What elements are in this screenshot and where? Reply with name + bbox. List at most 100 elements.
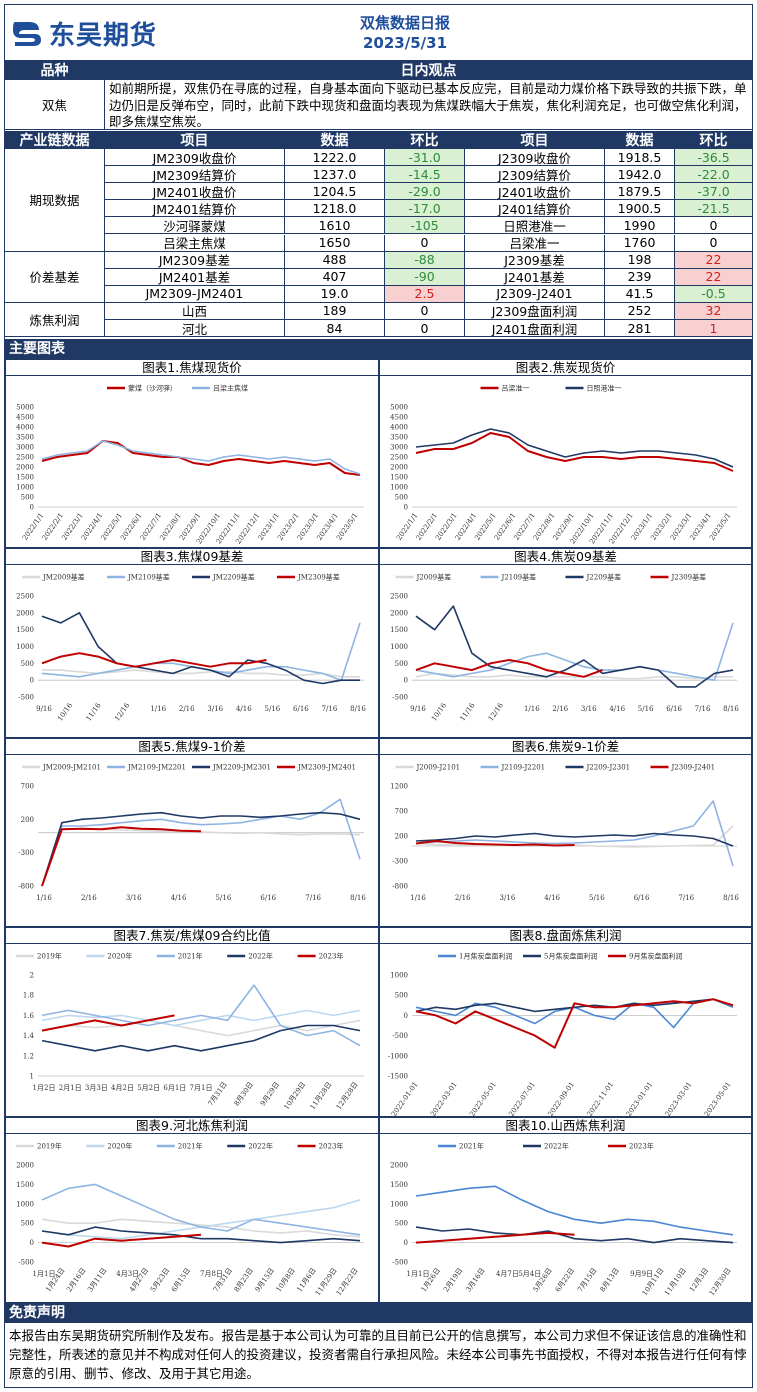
legend-label: J2209基差 <box>586 573 622 582</box>
x-tick-label: 11月28日 <box>309 1081 334 1112</box>
report-date: 2023/5/31 <box>362 34 448 52</box>
x-tick-label: 6/16 <box>260 894 276 902</box>
variety-name: 双焦 <box>5 80 105 130</box>
series-line <box>41 652 267 668</box>
table-row-change: -0.5 <box>675 285 752 303</box>
view-header: 日内观点 <box>105 60 752 80</box>
table-header-6: 环比 <box>675 131 752 149</box>
table-row-value: 19.0 <box>285 285 385 303</box>
y-tick-label: -1000 <box>388 1052 408 1060</box>
series-line <box>41 984 361 1047</box>
table-row-value: 488 <box>285 251 385 269</box>
x-tick-label: 9月9日 <box>630 1270 653 1278</box>
y-tick-label: 3000 <box>16 444 34 452</box>
charts-section-bar: 主要图表 <box>5 339 752 359</box>
table-row-value: 1942.0 <box>605 166 675 184</box>
table-row-value: 1218.0 <box>285 200 385 218</box>
x-tick-label: 2022-07-01 <box>507 1081 537 1116</box>
legend-label: JM2109基差 <box>127 573 170 582</box>
y-tick-label: 0 <box>404 504 408 512</box>
table-row-item: JM2309-JM2401 <box>105 285 285 303</box>
chart-title: 图表10.山西炼焦利润 <box>380 1118 751 1134</box>
report-frame: 东吴期货 双焦数据日报 2023/5/31 品种 日内观点 双焦 如前期所提，双… <box>4 4 753 1388</box>
series-line <box>42 669 360 678</box>
x-tick-label: 1月1日 <box>407 1270 430 1278</box>
table-row-item: J2309基差 <box>465 251 605 269</box>
table-row-change: -90 <box>385 268 465 286</box>
legend-label: 2021年 <box>178 952 203 961</box>
y-tick-label: 3500 <box>390 434 408 442</box>
x-tick-label: 9/16 <box>36 705 52 713</box>
x-tick-label: 6/16 <box>293 705 309 713</box>
x-tick-label: 2023-03-01 <box>664 1081 694 1116</box>
y-tick-label: 1000 <box>390 484 408 492</box>
table-row-value: 1990 <box>605 217 675 235</box>
legend-label: JM2309-JM2401 <box>297 764 356 772</box>
y-tick-label: 200 <box>21 816 34 824</box>
y-tick-label: -1500 <box>388 1073 408 1081</box>
x-tick-label: 4/16 <box>171 894 187 902</box>
table-group-0: 期现数据 <box>5 149 105 252</box>
x-tick-label: 6月22日 <box>554 1267 576 1294</box>
x-tick-label: 12月30日 <box>708 1267 733 1298</box>
legend-label: J2309-J2401 <box>671 764 716 772</box>
y-tick-label: 2000 <box>16 464 34 472</box>
series-line <box>415 800 734 867</box>
table-row-change: 0 <box>675 235 752 252</box>
chart-panel-1: 图表1.焦煤现货价 蒙煤（沙河驿） 吕梁主焦煤 0 500 1000 1500 2000 250… <box>5 359 379 548</box>
series-line <box>41 1199 361 1240</box>
legend-label: 2023年 <box>629 1142 654 1151</box>
chart-svg: 2019年 2020年 2021年 2022年 2023年 1 1.2 1.4 1.6 1.8 2 1… <box>16 952 364 1112</box>
x-tick-label: 4/16 <box>544 894 560 902</box>
series-line <box>41 1019 361 1037</box>
table-row-value: 281 <box>605 320 675 338</box>
series-line <box>41 1233 202 1248</box>
chart-panel-3: 图表3.焦煤09基差 JM2009基差 JM2109基差 JM2209基差 JM2309… <box>5 548 379 738</box>
legend-label: J2209-J2301 <box>586 764 631 772</box>
legend-label: 2019年 <box>37 1142 62 1151</box>
y-tick-label: 1000 <box>16 1200 34 1208</box>
table-row-item: J2401基差 <box>465 268 605 286</box>
table-row-item: J2309收盘价 <box>465 149 605 167</box>
table-row-item: 日照港准一 <box>465 217 605 235</box>
legend-label: J2109基差 <box>501 573 537 582</box>
y-tick-label: 500 <box>395 494 408 502</box>
x-tick-label: 6月15日 <box>170 1267 192 1294</box>
x-tick-label: 1/16 <box>410 894 426 902</box>
y-tick-label: 1500 <box>16 1181 34 1189</box>
series-line <box>415 1226 734 1244</box>
table-row-change: 0 <box>675 217 752 235</box>
table-header-3: 环比 <box>385 131 465 149</box>
chart-title: 图表5.焦煤9-1价差 <box>6 739 378 755</box>
chart-svg: JM2009基差 JM2109基差 JM2209基差 JM2309基差 -500 0 500… <box>16 573 366 723</box>
x-tick-label: 11/16 <box>458 701 476 723</box>
x-tick-label: 8月23日 <box>233 1267 255 1294</box>
table-row-item: J2401盘面利润 <box>465 320 605 338</box>
series-line <box>415 659 603 678</box>
company-name: 东吴期货 <box>49 21 158 51</box>
table-row-value: 407 <box>285 268 385 286</box>
x-tick-label: 1/16 <box>524 705 540 713</box>
x-tick-label: 10月29日 <box>282 1081 307 1112</box>
x-tick-label: 7/16 <box>695 705 711 713</box>
chart-panel-2: 图表2.焦炭现货价 吕梁准一 日照港准一 0 500 1000 1500 2000 2500 30… <box>379 359 752 548</box>
report-title-text: 双焦数据日报 <box>359 14 450 32</box>
x-tick-label: 2022-03-01 <box>429 1081 459 1116</box>
x-tick-label: 10/16 <box>56 701 74 723</box>
legend-label: JM2209基差 <box>212 573 255 582</box>
x-tick-label: 5月2日 <box>137 1084 160 1092</box>
disclaimer-text: 本报告由东吴期货研究所制作及发布。报告是基于本公司认为可靠的且目前已公开的信息撰… <box>9 1328 747 1381</box>
table-row-change: -31.0 <box>385 149 465 167</box>
report-header: 东吴期货 双焦数据日报 2023/5/31 <box>5 5 752 60</box>
chart-panel-7: 图表7.焦炭/焦煤09合约比值 2019年 2020年 2021年 2022年 2023年… <box>5 927 379 1117</box>
table-row-change: 32 <box>675 302 752 320</box>
y-tick-label: 0 <box>30 504 34 512</box>
variety-header: 品种 <box>5 60 105 80</box>
y-tick-label: 2000 <box>390 609 408 617</box>
series-line <box>415 672 733 680</box>
legend-label: 吕梁主焦煤 <box>213 384 248 393</box>
y-tick-label: 2500 <box>16 593 34 601</box>
series-line <box>415 622 734 681</box>
table-row-value: 1650 <box>285 234 385 252</box>
chart-panel-9: 图表9.河北炼焦利润 2019年 2020年 2021年 2022年 2023年 -500 0… <box>5 1117 379 1303</box>
